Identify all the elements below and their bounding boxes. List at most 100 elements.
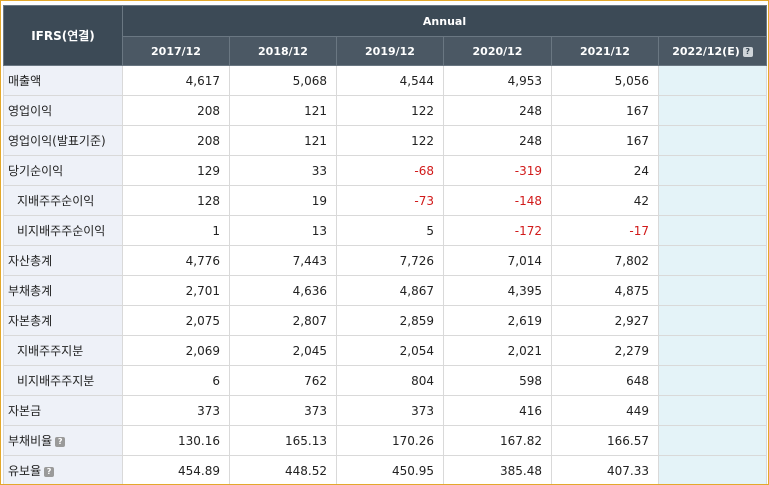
value-cell: 4,395 bbox=[443, 275, 552, 306]
value-cell: 33 bbox=[229, 155, 337, 186]
value-cell: 248 bbox=[443, 95, 552, 126]
row-label: 영업이익(발표기준) bbox=[3, 125, 123, 156]
table-body: 매출액 4,617 5,068 4,544 4,953 5,056 영업이익 208 121 12… bbox=[3, 65, 767, 484]
row-label-text: 영업이익(발표기준) bbox=[8, 134, 106, 148]
value-cell: 208 bbox=[122, 125, 230, 156]
help-icon[interactable]: ? bbox=[742, 46, 753, 57]
row-label: 매출액 bbox=[3, 65, 123, 96]
row-label: 당기순이익 bbox=[3, 155, 123, 186]
value-cell: 248 bbox=[443, 125, 552, 156]
value-cell: 128 bbox=[122, 185, 230, 216]
help-icon[interactable]: ? bbox=[55, 436, 66, 447]
table-row: 지배주주순이익 128 19 -73 -148 42 bbox=[3, 185, 767, 216]
estimate-cell bbox=[658, 185, 767, 216]
value-cell: 2,279 bbox=[551, 335, 659, 366]
value-cell: -68 bbox=[336, 155, 444, 186]
value-cell: 2,859 bbox=[336, 305, 444, 336]
row-label: 부채총계 bbox=[3, 275, 123, 306]
row-label-text: 비지배주주순이익 bbox=[17, 224, 106, 238]
value-cell: 1 bbox=[122, 215, 230, 246]
value-cell: -148 bbox=[443, 185, 552, 216]
row-label-text: 부채총계 bbox=[8, 284, 53, 298]
value-cell: 449 bbox=[551, 395, 659, 426]
value-cell: 454.89 bbox=[122, 455, 230, 484]
row-label-text: 부채비율 bbox=[8, 434, 53, 448]
row-label-text: 자산총계 bbox=[8, 254, 53, 268]
value-cell: 2,054 bbox=[336, 335, 444, 366]
table-row: 당기순이익 129 33 -68 -319 24 bbox=[3, 155, 767, 186]
value-cell: 167 bbox=[551, 125, 659, 156]
value-cell: 648 bbox=[551, 365, 659, 396]
table-row: 영업이익 208 121 122 248 167 bbox=[3, 95, 767, 126]
value-cell: 2,807 bbox=[229, 305, 337, 336]
value-cell: 448.52 bbox=[229, 455, 337, 484]
estimate-cell bbox=[658, 275, 767, 306]
value-cell: 19 bbox=[229, 185, 337, 216]
row-label: 비지배주주순이익 bbox=[3, 215, 123, 246]
value-cell: 373 bbox=[229, 395, 337, 426]
row-label: 비지배주주지분 bbox=[3, 365, 123, 396]
value-cell: 167.82 bbox=[443, 425, 552, 456]
value-cell: 7,726 bbox=[336, 245, 444, 276]
value-cell: 2,701 bbox=[122, 275, 230, 306]
table-row: 비지배주주지분 6 762 804 598 648 bbox=[3, 365, 767, 396]
value-cell: 762 bbox=[229, 365, 337, 396]
year-header: 2018/12 bbox=[229, 36, 337, 66]
value-cell: 130.16 bbox=[122, 425, 230, 456]
value-cell: 208 bbox=[122, 95, 230, 126]
value-cell: 165.13 bbox=[229, 425, 337, 456]
value-cell: -319 bbox=[443, 155, 552, 186]
value-cell: 804 bbox=[336, 365, 444, 396]
estimate-cell bbox=[658, 155, 767, 186]
value-cell: 598 bbox=[443, 365, 552, 396]
value-cell: 2,045 bbox=[229, 335, 337, 366]
row-label: 자본총계 bbox=[3, 305, 123, 336]
row-label: 자본금 bbox=[3, 395, 123, 426]
financial-summary-table: IFRS(연결) Annual 2017/12 2018/12 2019/12 … bbox=[3, 5, 767, 484]
value-cell: 13 bbox=[229, 215, 337, 246]
value-cell: 4,544 bbox=[336, 65, 444, 96]
annual-header: Annual bbox=[122, 5, 767, 37]
estimate-cell bbox=[658, 305, 767, 336]
value-cell: 7,802 bbox=[551, 245, 659, 276]
table-row: 지배주주지분 2,069 2,045 2,054 2,021 2,279 bbox=[3, 335, 767, 366]
estimate-cell bbox=[658, 245, 767, 276]
estimate-cell bbox=[658, 215, 767, 246]
value-cell: -172 bbox=[443, 215, 552, 246]
row-label: 지배주주순이익 bbox=[3, 185, 123, 216]
year-header-estimate-label: 2022/12(E) bbox=[672, 44, 740, 58]
estimate-cell bbox=[658, 455, 767, 484]
estimate-cell bbox=[658, 125, 767, 156]
table-row: 부채비율? 130.16 165.13 170.26 167.82 166.57 bbox=[3, 425, 767, 456]
value-cell: 2,069 bbox=[122, 335, 230, 366]
help-icon[interactable]: ? bbox=[44, 466, 55, 477]
value-cell: 407.33 bbox=[551, 455, 659, 484]
year-header-estimate: 2022/12(E)? bbox=[658, 36, 767, 66]
value-cell: 373 bbox=[122, 395, 230, 426]
value-cell: 167 bbox=[551, 95, 659, 126]
row-label-text: 자본총계 bbox=[8, 314, 53, 328]
value-cell: 5,068 bbox=[229, 65, 337, 96]
row-label-text: 자본금 bbox=[8, 404, 42, 418]
row-label-text: 유보율 bbox=[8, 464, 42, 478]
year-header: 2019/12 bbox=[336, 36, 444, 66]
value-cell: 122 bbox=[336, 125, 444, 156]
row-label-text: 영업이익 bbox=[8, 104, 53, 118]
value-cell: 42 bbox=[551, 185, 659, 216]
table-row: 자본금 373 373 373 416 449 bbox=[3, 395, 767, 426]
value-cell: 166.57 bbox=[551, 425, 659, 456]
value-cell: 24 bbox=[551, 155, 659, 186]
estimate-cell bbox=[658, 395, 767, 426]
estimate-cell bbox=[658, 65, 767, 96]
value-cell: 4,636 bbox=[229, 275, 337, 306]
value-cell: -17 bbox=[551, 215, 659, 246]
ifrs-header: IFRS(연결) bbox=[3, 5, 123, 66]
value-cell: 5,056 bbox=[551, 65, 659, 96]
value-cell: 122 bbox=[336, 95, 444, 126]
value-cell: 4,867 bbox=[336, 275, 444, 306]
table-row: 유보율? 454.89 448.52 450.95 385.48 407.33 bbox=[3, 455, 767, 484]
value-cell: 121 bbox=[229, 95, 337, 126]
table-row: 자산총계 4,776 7,443 7,726 7,014 7,802 bbox=[3, 245, 767, 276]
value-cell: 4,875 bbox=[551, 275, 659, 306]
